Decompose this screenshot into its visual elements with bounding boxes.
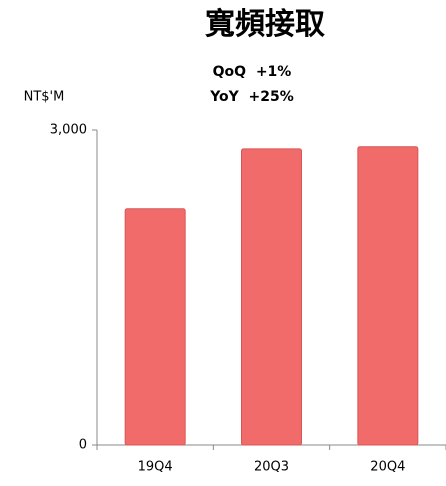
bar xyxy=(357,146,419,446)
y-tick-label: 3,000 xyxy=(50,123,87,138)
bar xyxy=(241,148,302,446)
chart-title: 寬頻接取 xyxy=(205,7,325,42)
y-tick-label: 0 xyxy=(79,438,87,453)
x-tick-label: 20Q4 xyxy=(370,460,405,475)
x-tick-label: 20Q3 xyxy=(254,460,289,475)
y-axis-label: NT$'M xyxy=(24,90,65,105)
bar xyxy=(124,208,186,446)
chart-subtitle: QoQ +1% xyxy=(213,64,292,80)
x-tick-label: 19Q4 xyxy=(138,460,173,475)
chart-subtitle: YoY +25% xyxy=(209,89,294,105)
